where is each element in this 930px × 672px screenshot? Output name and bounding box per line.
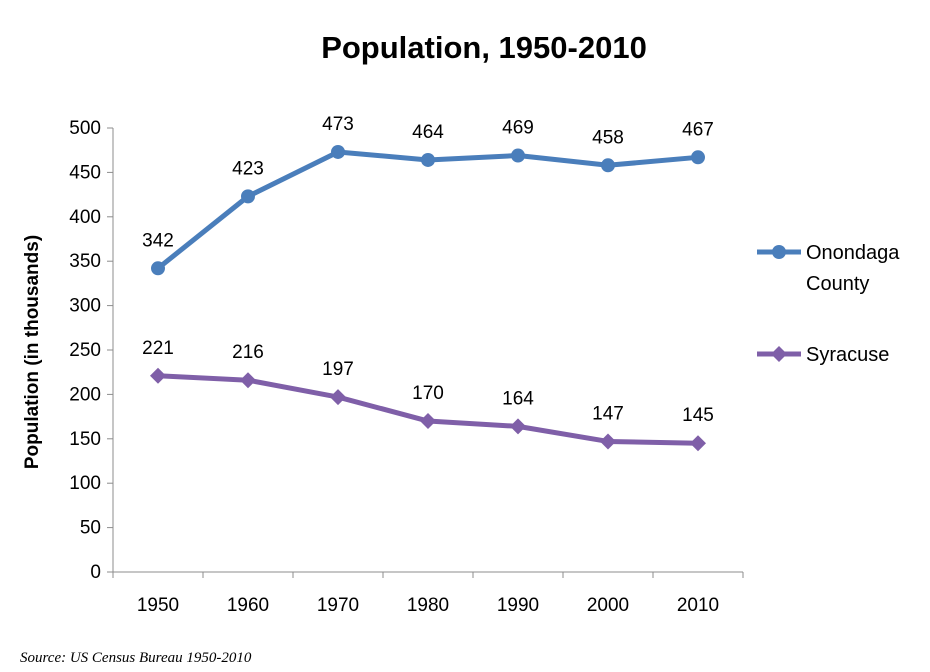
series-1: 342 423 473 464 469 458 467	[142, 114, 714, 275]
y-tick-label: 350	[69, 251, 101, 272]
y-tick-label: 300	[69, 296, 101, 317]
y-tick-label: 0	[90, 562, 101, 583]
data-label: 221	[142, 338, 174, 359]
data-label: 170	[412, 383, 444, 404]
data-point	[691, 150, 705, 164]
x-tick-label: 2000	[587, 595, 629, 616]
y-tick-label: 200	[69, 384, 101, 405]
x-tick-label: 1980	[407, 595, 449, 616]
data-label: 147	[592, 403, 624, 424]
data-label: 467	[682, 119, 714, 140]
series-layer: 342 423 473 464 469 458 467 221 216 197 170 164 147 1…	[142, 114, 714, 451]
data-label: 464	[412, 122, 444, 143]
data-point	[511, 149, 525, 163]
data-label: 164	[502, 388, 534, 409]
data-label: 216	[232, 342, 264, 363]
y-ticks: 0 50 100 150 200 250 300 350 400 450 500	[69, 118, 113, 583]
data-label: 469	[502, 118, 534, 139]
chart-title: Population, 1950-2010	[321, 30, 647, 65]
data-label: 197	[322, 359, 354, 380]
legend-item: Onondaga County	[757, 242, 900, 295]
data-point	[690, 435, 706, 451]
data-point	[240, 372, 256, 388]
data-point	[510, 418, 526, 434]
x-tick-label: 1970	[317, 595, 359, 616]
data-label: 342	[142, 230, 174, 251]
legend: Onondaga County Syracuse	[757, 242, 900, 366]
y-tick-label: 450	[69, 162, 101, 183]
data-label: 145	[682, 405, 714, 426]
y-tick-label: 250	[69, 340, 101, 361]
legend-marker	[772, 245, 786, 259]
data-point	[241, 189, 255, 203]
x-ticks: 1950 1960 1970 1980 1990 2000 2010	[113, 572, 743, 616]
data-label: 473	[322, 114, 354, 135]
legend-label: Onondaga	[806, 242, 900, 264]
legend-label: Syracuse	[806, 344, 889, 366]
data-label: 423	[232, 158, 264, 179]
y-tick-label: 500	[69, 118, 101, 139]
data-point	[330, 389, 346, 405]
y-axis-label: Population (in thousands)	[22, 235, 43, 469]
x-tick-label: 1950	[137, 595, 179, 616]
legend-marker	[771, 346, 787, 362]
data-point	[331, 145, 345, 159]
data-label: 458	[592, 127, 624, 148]
data-point	[421, 153, 435, 167]
y-tick-label: 150	[69, 429, 101, 450]
data-point	[420, 413, 436, 429]
y-tick-label: 100	[69, 473, 101, 494]
data-point	[151, 261, 165, 275]
y-tick-label: 50	[80, 518, 101, 539]
x-tick-label: 1990	[497, 595, 539, 616]
data-point	[600, 433, 616, 449]
x-tick-label: 2010	[677, 595, 719, 616]
data-point	[150, 368, 166, 384]
legend-item: Syracuse	[757, 344, 889, 366]
y-tick-label: 400	[69, 207, 101, 228]
series-2: 221 216 197 170 164 147 145	[142, 338, 714, 451]
legend-label: County	[806, 273, 869, 295]
x-tick-label: 1960	[227, 595, 269, 616]
source-note: Source: US Census Bureau 1950-2010	[20, 650, 252, 666]
data-point	[601, 158, 615, 172]
